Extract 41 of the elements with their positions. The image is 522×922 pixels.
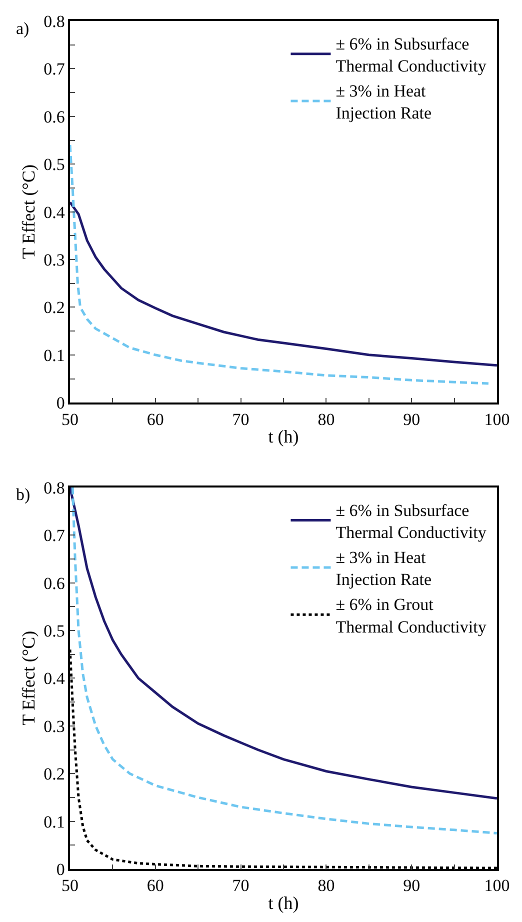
y-tick-label: 0.3 (44, 250, 65, 270)
legend-label: ± 6% in Subsurface Thermal Conductivity (336, 34, 487, 76)
x-tick-label: 100 (484, 876, 510, 896)
x-axis-title: t (h) (268, 892, 299, 913)
x-tick-label: 70 (232, 410, 250, 429)
chart-title: b) (16, 485, 30, 504)
x-tick-label: 70 (232, 876, 250, 896)
legend-label: ± 3% in Heat Injection Rate (336, 548, 432, 590)
y-tick-label: 0.1 (44, 812, 65, 832)
y-tick-label: 0.5 (44, 621, 65, 640)
legend-label: ± 6% in Grout Thermal Conductivity (336, 595, 487, 636)
x-tick-label: 80 (318, 876, 335, 896)
x-tick-label: 100 (484, 410, 510, 429)
x-tick-label: 90 (403, 876, 420, 896)
x-tick-label: 60 (146, 876, 164, 896)
y-tick-label: 0.4 (44, 202, 66, 222)
x-tick-label: 60 (146, 410, 164, 429)
y-tick-label: 0.1 (44, 346, 65, 365)
y-tick-label: 0.8 (44, 478, 65, 498)
y-tick-label: 0.2 (44, 298, 65, 318)
y-tick-label: 0.3 (44, 716, 65, 736)
y-axis-title: T Effect (°C) (18, 164, 38, 260)
line-series (70, 144, 490, 385)
y-tick-label: 0.4 (44, 669, 66, 688)
line-series (70, 201, 497, 367)
y-tick-label: 0.5 (44, 155, 65, 174)
y-tick-label: 0.8 (44, 12, 65, 31)
x-axis-title: t (h) (268, 426, 299, 446)
x-tick-label: 80 (318, 410, 335, 429)
legend-label: ± 6% in Subsurface Thermal Conductivity (336, 500, 487, 542)
chart-title: a) (16, 19, 30, 38)
y-axis-title: T Effect (°C) (18, 630, 38, 726)
y-tick-label: 0 (56, 860, 65, 879)
y-tick-label: 0.6 (44, 574, 65, 593)
y-tick-label: 0.7 (44, 526, 66, 546)
x-tick-label: 50 (62, 876, 78, 896)
y-tick-label: 0.7 (44, 60, 66, 79)
y-tick-label: 0.6 (44, 107, 65, 126)
legend-label: ± 3% in Heat Injection Rate (336, 82, 432, 123)
x-tick-label: 90 (403, 410, 420, 429)
y-tick-label: 0.2 (44, 764, 65, 784)
